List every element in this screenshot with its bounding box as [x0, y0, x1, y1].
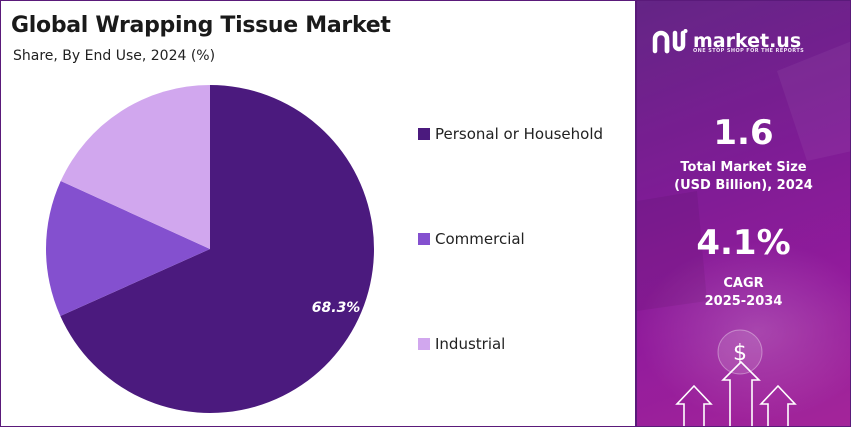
market-size-label: Total Market Size (USD Billion), 2024 — [637, 159, 850, 195]
arrow-up-icon — [675, 360, 797, 426]
pie-slice-personal-or-household — [60, 85, 375, 413]
legend-item-personal: Personal or Household — [418, 125, 603, 143]
legend-item-industrial: Industrial — [418, 335, 505, 353]
pie-slice-industrial — [60, 85, 211, 249]
market-size-value: 1.6 — [713, 113, 774, 153]
cagr-label-line1: CAGR — [723, 276, 764, 291]
cagr-label-line2: 2025-2034 — [704, 294, 783, 309]
pie-slice-commercial — [45, 181, 210, 317]
pie-data-label: 68.3% — [312, 300, 361, 316]
chart-subtitle: Share, By End Use, 2024 (%) — [13, 48, 216, 64]
legend-label: Industrial — [435, 335, 506, 353]
legend-label: Commercial — [435, 230, 525, 248]
brand-name: market.us — [693, 29, 802, 52]
background-decoration — [637, 1, 850, 426]
svg-text:$: $ — [733, 341, 747, 366]
legend-swatch — [418, 128, 430, 140]
legend-item-commercial: Commercial — [418, 230, 525, 248]
growth-illustration: $ — [675, 329, 797, 426]
market-size-label-line2: (USD Billion), 2024 — [674, 178, 813, 193]
brand-logo: market.us — [652, 27, 801, 55]
cagr-label: CAGR 2025-2034 — [637, 275, 850, 311]
market-size-label-line1: Total Market Size — [680, 160, 807, 175]
summary-panel: market.us ONE STOP SHOP FOR THE REPORTS … — [636, 0, 851, 427]
pie-chart: 68.3% — [45, 85, 375, 413]
dollar-icon: $ — [717, 329, 763, 375]
chart-panel: Global Wrapping Tissue Market Share, By … — [0, 0, 636, 427]
brand-tagline: ONE STOP SHOP FOR THE REPORTS — [693, 48, 805, 54]
legend-swatch — [418, 338, 430, 350]
chart-title: Global Wrapping Tissue Market — [11, 13, 391, 38]
legend-swatch — [418, 233, 430, 245]
legend-label: Personal or Household — [435, 125, 604, 143]
cagr-value: 4.1% — [696, 223, 791, 263]
brand-mark-icon — [652, 29, 688, 54]
